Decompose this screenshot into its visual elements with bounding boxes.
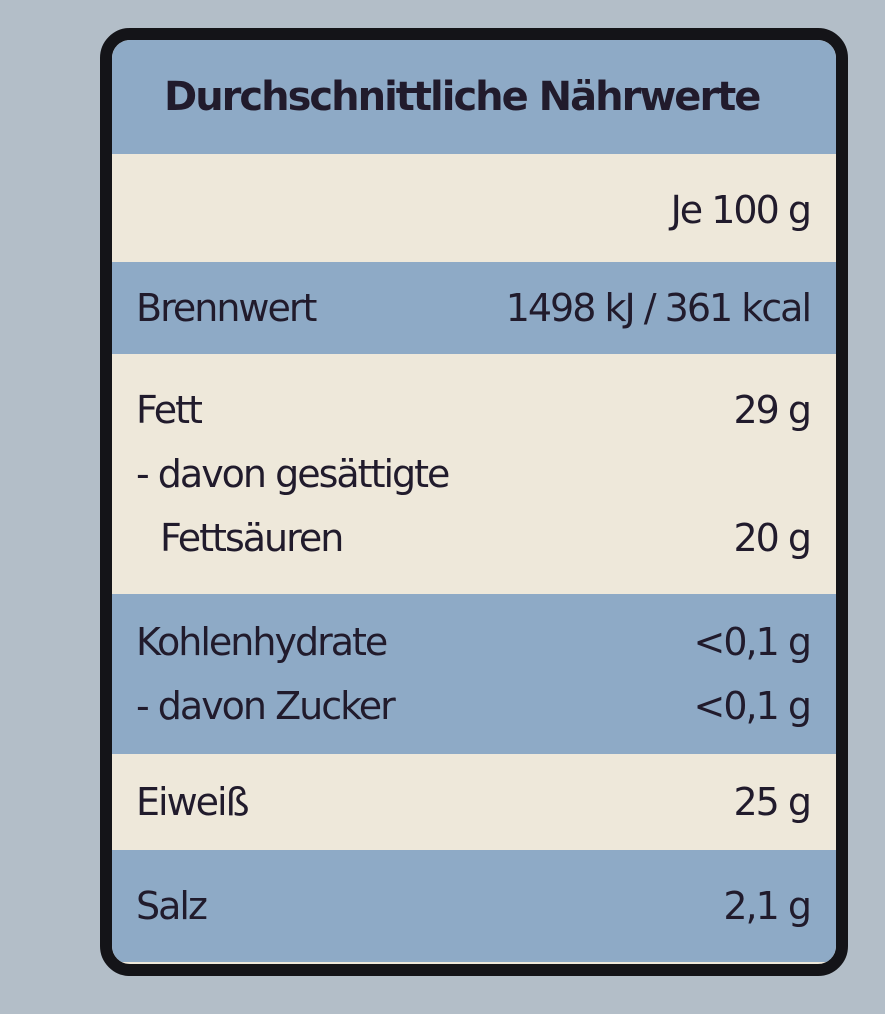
row-value: <0,1 g — [693, 620, 812, 664]
section: Brennwert 1498 kJ / 361 kcal — [112, 262, 836, 354]
row-value: 20 g — [733, 516, 812, 560]
row-label: Kohlenhydrate — [136, 620, 388, 664]
section: Eiweiß 25 g — [112, 754, 836, 850]
row: Eiweiß 25 g — [136, 770, 812, 834]
row-label: Salz — [136, 884, 208, 928]
section: Kohlenhydrate <0,1 g - davon Zucker <0,1 g — [112, 594, 836, 754]
row-value: <0,1 g — [693, 684, 812, 728]
row-value: 1498 kJ / 361 kcal — [505, 286, 812, 330]
row-value: 29 g — [733, 388, 812, 432]
row: Salz 2,1 g — [136, 874, 812, 938]
row-value: 25 g — [733, 780, 812, 824]
row-label: - davon gesättigte — [136, 452, 450, 496]
table: Brennwert 1498 kJ / 361 kcal Fett 29 g - dav… — [112, 262, 836, 962]
row: Fettsäuren 20 g — [136, 506, 812, 570]
row-label: Fett — [136, 388, 203, 432]
row: Kohlenhydrate <0,1 g — [136, 610, 812, 674]
row-label: - davon Zucker — [136, 684, 396, 728]
title: Durchschnittliche Nährwerte — [112, 40, 836, 158]
row-label: Fettsäuren — [160, 516, 344, 560]
row-label: Eiweiß — [136, 780, 250, 824]
row-label: Brennwert — [136, 286, 317, 330]
row: Fett 29 g — [136, 378, 812, 442]
row: Brennwert 1498 kJ / 361 kcal — [136, 276, 812, 340]
nutrition-label: Durchschnittliche Nährwerte Je 100 g Bre… — [100, 28, 848, 976]
section: Fett 29 g - davon gesättigte Fettsäuren 20 g — [112, 354, 836, 594]
section: Salz 2,1 g — [112, 850, 836, 962]
row: - davon gesättigte — [136, 442, 810, 506]
column-header: Je 100 g — [112, 158, 836, 262]
row-value: 2,1 g — [723, 884, 812, 928]
row: - davon Zucker <0,1 g — [136, 674, 812, 738]
